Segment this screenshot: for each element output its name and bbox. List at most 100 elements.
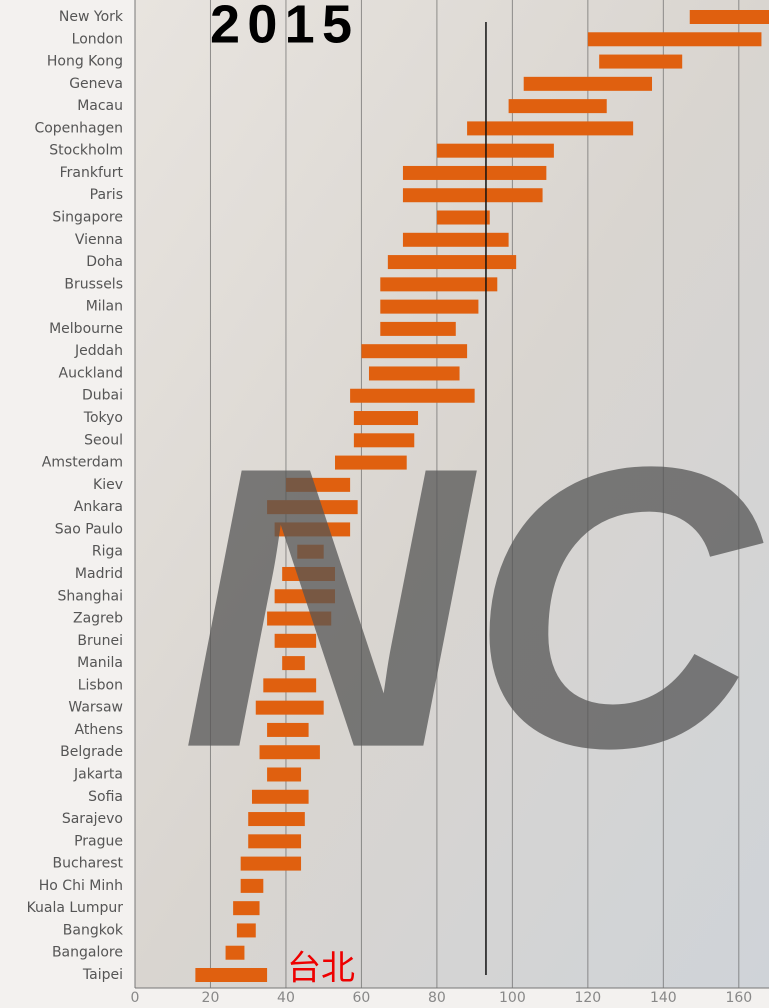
- bar: [402, 232, 509, 247]
- bar: [267, 611, 332, 626]
- category-label: London: [72, 31, 123, 47]
- bar: [285, 477, 351, 492]
- bar: [361, 344, 468, 359]
- bar: [335, 455, 407, 470]
- x-tick-label: 40: [277, 990, 295, 1006]
- bar: [282, 566, 336, 581]
- bar: [274, 522, 351, 537]
- bar: [380, 277, 498, 292]
- category-label: Zagreb: [73, 611, 123, 627]
- bar: [267, 500, 358, 515]
- category-label: Hong Kong: [47, 54, 123, 70]
- x-tick-label: 0: [131, 990, 140, 1006]
- bar: [195, 968, 268, 982]
- watermark: NC: [181, 384, 764, 831]
- category-label: Lisbon: [78, 677, 123, 693]
- category-label: Belgrade: [60, 744, 123, 760]
- bar: [353, 411, 419, 426]
- bar: [274, 633, 317, 648]
- bar: [267, 722, 309, 737]
- bar: [248, 812, 305, 827]
- category-label: Dubai: [82, 388, 123, 404]
- category-label: Doha: [86, 254, 123, 270]
- bar: [251, 789, 309, 804]
- bar: [233, 901, 260, 916]
- category-label: Tokyo: [83, 410, 123, 426]
- bar: [436, 210, 490, 225]
- bar: [380, 299, 479, 314]
- bar: [267, 767, 302, 782]
- annotation: 台北: [287, 949, 355, 989]
- category-label: Macau: [77, 98, 123, 114]
- category-label: Sao Paulo: [55, 521, 123, 537]
- bar: [263, 678, 317, 693]
- bar: [259, 745, 320, 760]
- bar: [225, 945, 245, 960]
- category-label: Vienna: [75, 232, 123, 248]
- category-label: Geneva: [69, 76, 123, 92]
- bar: [368, 366, 460, 381]
- category-label: Bangalore: [52, 945, 123, 961]
- bar: [467, 121, 634, 136]
- bar: [436, 143, 554, 158]
- x-tick-label: 60: [353, 990, 371, 1006]
- category-label: Kuala Lumpur: [27, 900, 124, 916]
- bar: [274, 589, 336, 604]
- bar: [353, 433, 415, 448]
- category-label: Athens: [75, 722, 123, 738]
- x-tick-label: 100: [499, 990, 526, 1006]
- category-label: Sarajevo: [62, 811, 123, 827]
- category-label: Madrid: [75, 566, 123, 582]
- category-label: Brunei: [77, 633, 123, 649]
- category-label: Bangkok: [63, 922, 124, 938]
- category-label: Ankara: [74, 499, 123, 515]
- category-label: Stockholm: [49, 143, 123, 159]
- category-label: Amsterdam: [42, 455, 123, 471]
- bar: [599, 54, 683, 69]
- bar: [248, 834, 302, 849]
- x-tick-label: 80: [428, 990, 446, 1006]
- category-label: Milan: [86, 299, 123, 315]
- bar: [240, 878, 264, 893]
- category-label: Jakarta: [73, 766, 123, 782]
- bar: [350, 388, 475, 403]
- category-label: Singapore: [52, 210, 123, 226]
- category-label: Frankfurt: [60, 165, 124, 181]
- x-tick-label: 120: [574, 990, 601, 1006]
- category-label: Taipei: [82, 967, 123, 983]
- category-label: Sofia: [88, 789, 123, 805]
- bar: [282, 656, 305, 671]
- bar: [402, 188, 543, 203]
- category-label: Bucharest: [53, 856, 124, 872]
- category-label: Paris: [90, 187, 123, 203]
- category-label: Copenhagen: [34, 120, 123, 136]
- category-label: Warsaw: [68, 700, 123, 716]
- x-tick-label: 20: [202, 990, 220, 1006]
- bar: [255, 700, 324, 715]
- bar: [689, 10, 769, 24]
- category-label: Jeddah: [74, 343, 123, 359]
- category-label: Ho Chi Minh: [39, 878, 123, 894]
- bar: [402, 165, 547, 180]
- bar: [523, 76, 653, 91]
- bar: [236, 923, 256, 938]
- bar: [508, 99, 607, 114]
- x-tick-label: 140: [650, 990, 677, 1006]
- category-label: Brussels: [64, 276, 123, 292]
- category-label: Shanghai: [58, 588, 123, 604]
- bar: [297, 544, 324, 559]
- bar: [587, 32, 762, 47]
- category-label: Seoul: [84, 432, 123, 448]
- category-label: Melbourne: [49, 321, 123, 337]
- category-label: Kiev: [93, 477, 123, 493]
- bar: [387, 255, 517, 270]
- bar: [380, 321, 456, 336]
- category-label: Riga: [92, 544, 123, 560]
- x-tick-label: 160: [725, 990, 752, 1006]
- category-label: Auckland: [59, 365, 123, 381]
- category-label: Prague: [74, 833, 123, 849]
- bar: [240, 856, 302, 871]
- category-label: New York: [59, 9, 124, 25]
- category-label: Manila: [77, 655, 123, 671]
